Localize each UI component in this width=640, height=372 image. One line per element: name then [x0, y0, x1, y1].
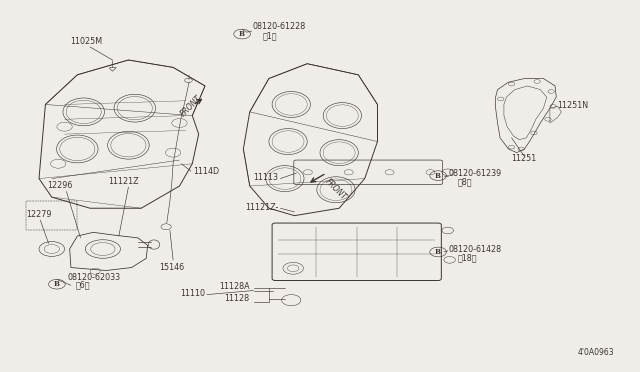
Text: 11113: 11113 [253, 173, 278, 182]
Text: 1114D: 1114D [193, 167, 220, 176]
Text: 08120-61428: 08120-61428 [449, 244, 502, 253]
Text: 11128: 11128 [225, 294, 250, 303]
Text: （6）: （6） [76, 280, 90, 289]
Text: B: B [54, 280, 60, 288]
Text: 08120-61239: 08120-61239 [449, 169, 502, 177]
Text: FRONT: FRONT [324, 177, 348, 202]
Text: 08120-62033: 08120-62033 [68, 273, 121, 282]
Text: B: B [435, 171, 441, 180]
Text: 12296: 12296 [47, 181, 73, 190]
Text: 4'0A0963: 4'0A0963 [577, 348, 614, 357]
Text: B: B [435, 248, 441, 256]
Text: 11121Z-: 11121Z- [245, 203, 278, 212]
Text: 08120-61228: 08120-61228 [253, 22, 306, 31]
Text: 12279: 12279 [26, 209, 52, 219]
Text: 15146: 15146 [159, 263, 184, 272]
Text: 11251: 11251 [511, 154, 537, 163]
Text: （1）: （1） [262, 32, 277, 41]
Text: B: B [239, 30, 245, 38]
Text: FRONT: FRONT [179, 94, 204, 119]
Text: 11025M: 11025M [70, 37, 102, 46]
Text: 11128A: 11128A [219, 282, 250, 291]
Text: 11251N: 11251N [557, 101, 589, 110]
Text: （18）: （18） [458, 253, 477, 262]
Text: 11110: 11110 [180, 289, 205, 298]
Text: （8）: （8） [458, 177, 472, 186]
Text: 11121Z: 11121Z [108, 177, 139, 186]
